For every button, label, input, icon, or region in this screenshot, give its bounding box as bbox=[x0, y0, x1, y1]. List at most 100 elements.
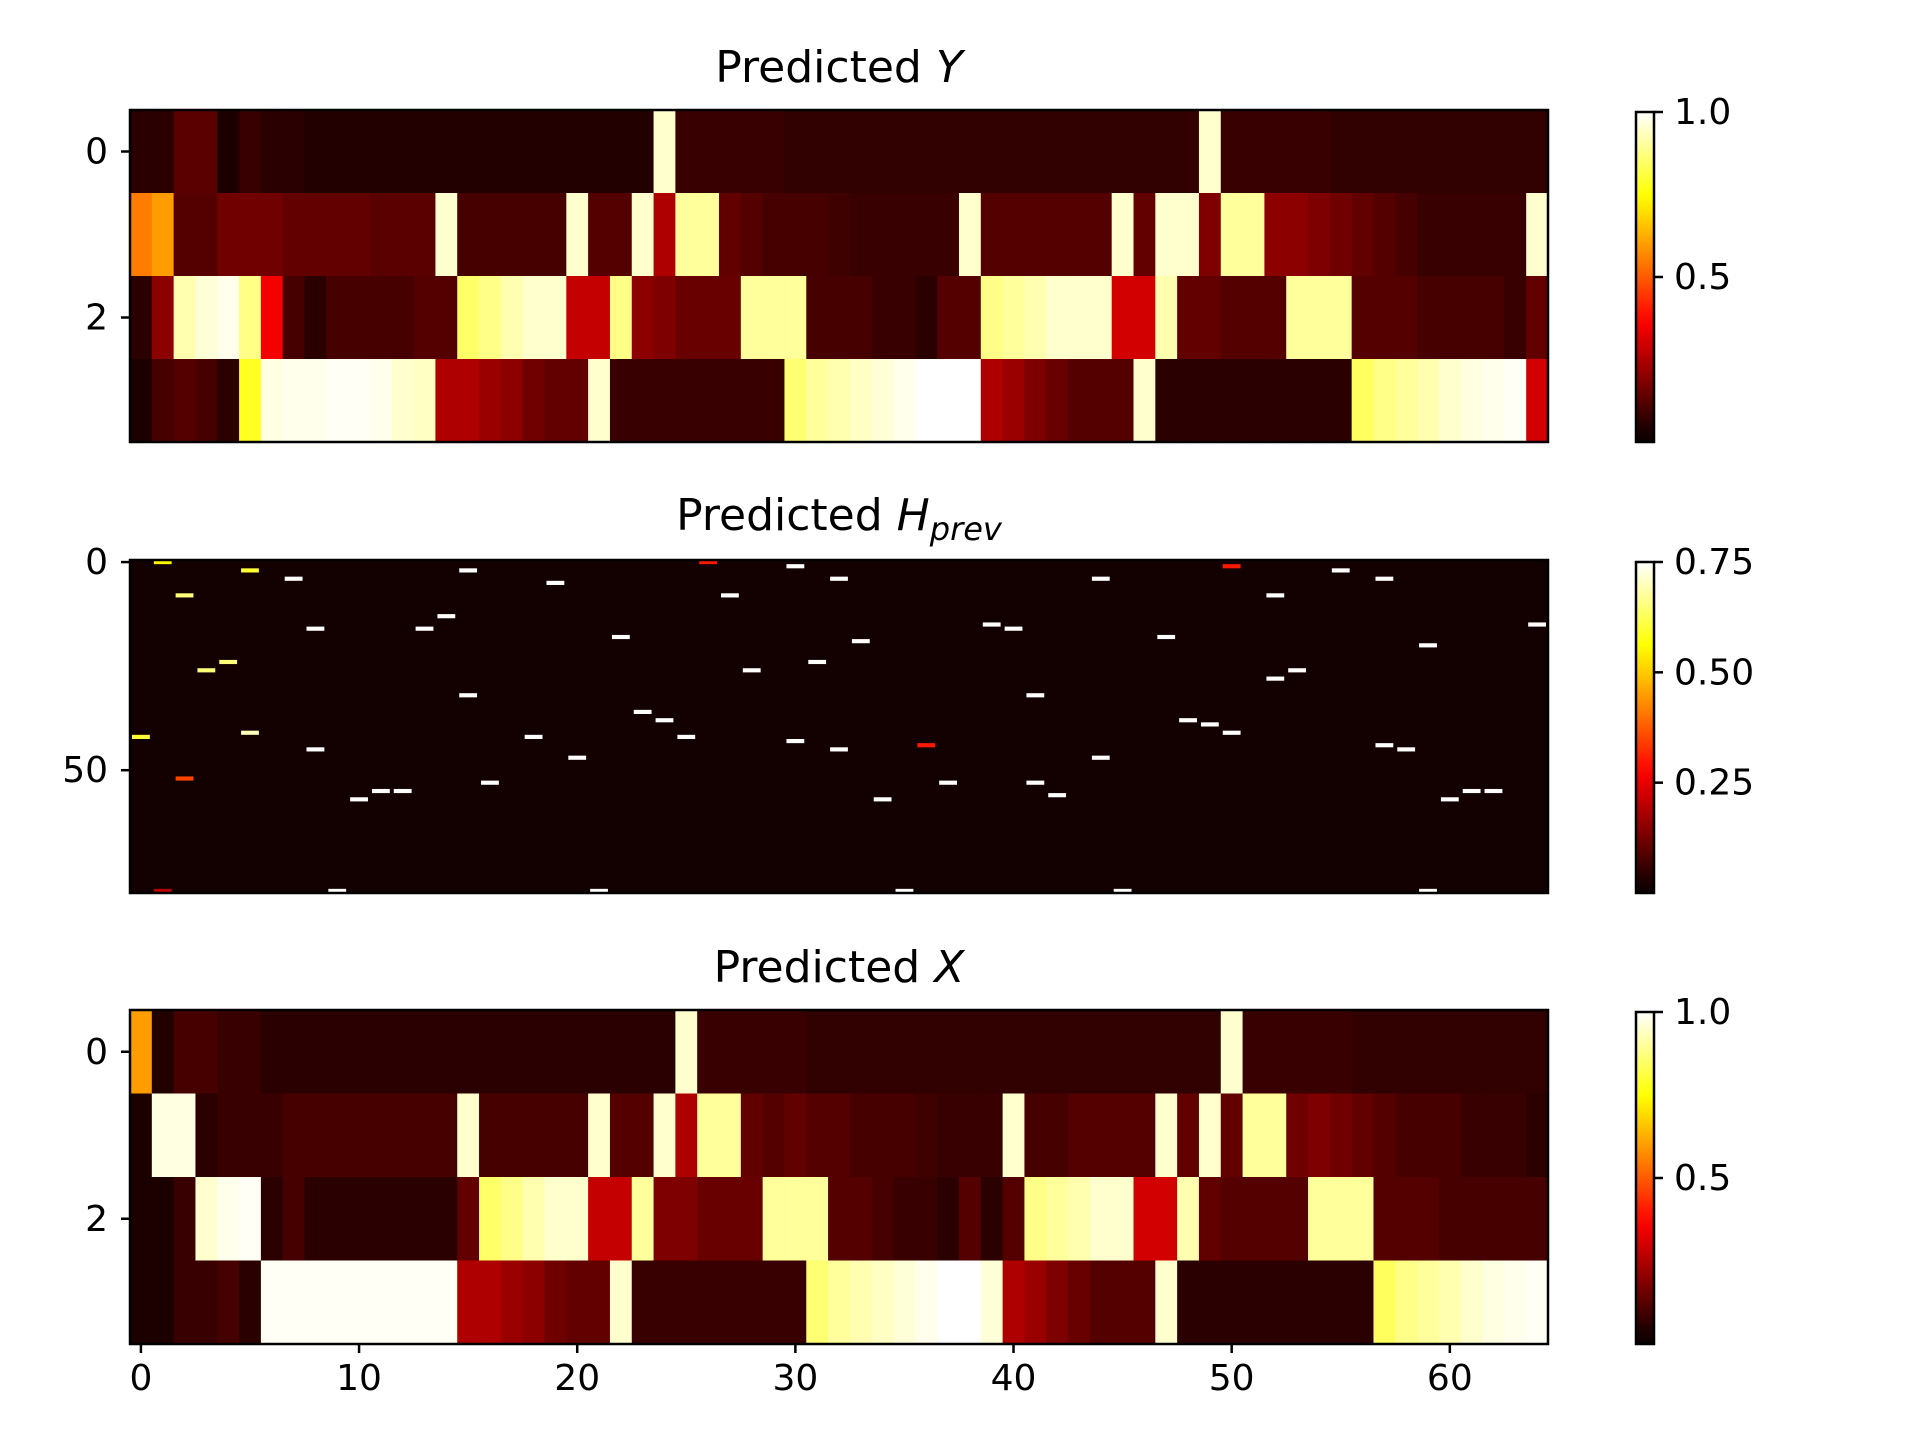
heatmap-cell bbox=[1220, 193, 1244, 277]
heatmap-cell bbox=[784, 110, 807, 194]
heatmap-cell bbox=[566, 193, 589, 277]
heatmap-cell bbox=[457, 193, 480, 277]
heatmap-cell bbox=[1089, 1093, 1113, 1178]
heatmap-cell bbox=[784, 193, 807, 277]
heatmap-cell bbox=[1155, 1260, 1178, 1345]
heatmap-cell bbox=[958, 193, 982, 277]
heatmap-cell bbox=[1286, 1260, 1309, 1345]
heatmap-cell bbox=[1133, 359, 1156, 443]
heatmap-cell bbox=[130, 1010, 153, 1095]
heatmap-cell bbox=[413, 193, 437, 277]
heatmap-cell bbox=[740, 193, 764, 277]
heatmap-cell bbox=[369, 276, 393, 360]
heatmap-cell bbox=[806, 1093, 829, 1178]
x-tick-label: 60 bbox=[1427, 1358, 1473, 1399]
heatmap-cell bbox=[1155, 276, 1178, 360]
heatmap-cell bbox=[958, 1260, 982, 1345]
heatmap-cell bbox=[304, 1177, 327, 1262]
heatmap-cell bbox=[566, 1177, 589, 1262]
heatmap-cell bbox=[1526, 1093, 1549, 1178]
heatmap-cell bbox=[1460, 110, 1484, 194]
heatmap-cell bbox=[217, 359, 240, 443]
heatmap-cell bbox=[1046, 193, 1069, 277]
heatmap-cell bbox=[1242, 1010, 1265, 1095]
heatmap-cell bbox=[435, 1177, 458, 1262]
heatmap-cell bbox=[1002, 1010, 1026, 1095]
heatmap-cell bbox=[435, 110, 458, 194]
heatmap-cell bbox=[828, 1260, 851, 1345]
heatmap-cell bbox=[1133, 1093, 1156, 1178]
heatmap-cell bbox=[1024, 1177, 1047, 1262]
heatmap-cell bbox=[522, 359, 546, 443]
heatmap-cell bbox=[1526, 1010, 1549, 1095]
heatmap-cell bbox=[786, 564, 805, 569]
heatmap-cell bbox=[544, 110, 567, 194]
heatmap-cell bbox=[1331, 568, 1350, 573]
heatmap-cell bbox=[1155, 1093, 1178, 1178]
heatmap-cell bbox=[719, 1177, 742, 1262]
heatmap-cell bbox=[1419, 888, 1437, 893]
heatmap-cell bbox=[195, 110, 218, 194]
heatmap-cell bbox=[893, 359, 916, 443]
heatmap-cell bbox=[1351, 359, 1375, 443]
heatmap-cell bbox=[1155, 110, 1178, 194]
heatmap-cell bbox=[1528, 622, 1546, 627]
heatmap-cell bbox=[457, 1010, 480, 1095]
heatmap-cell bbox=[1046, 1093, 1069, 1178]
heatmap-cell bbox=[239, 276, 262, 360]
heatmap-cell bbox=[1417, 1010, 1440, 1095]
heatmap-cell bbox=[306, 747, 325, 752]
heatmap-cell bbox=[195, 276, 218, 360]
y-tick-label: 0 bbox=[85, 542, 108, 583]
heatmap-cell bbox=[130, 110, 153, 194]
heatmap-cell bbox=[1329, 359, 1353, 443]
heatmap-background bbox=[130, 560, 1548, 893]
heatmap-cell bbox=[740, 110, 764, 194]
heatmap-cell bbox=[544, 1093, 567, 1178]
heatmap-cell bbox=[1264, 1010, 1287, 1095]
heatmap-cell bbox=[282, 1260, 306, 1345]
heatmap-cell bbox=[871, 110, 895, 194]
heatmap-cell bbox=[1024, 1093, 1047, 1178]
heatmap-cell bbox=[1089, 276, 1113, 360]
heatmap-cell bbox=[631, 110, 655, 194]
heatmap-cell bbox=[1111, 1093, 1135, 1178]
heatmap-cell bbox=[239, 1177, 262, 1262]
heatmap-cell bbox=[609, 1010, 633, 1095]
heatmap-cell bbox=[1286, 1177, 1309, 1262]
heatmap-cell bbox=[873, 797, 892, 802]
heatmap-cell bbox=[173, 110, 197, 194]
heatmap-cell bbox=[1198, 110, 1222, 194]
heatmap-cell bbox=[173, 1093, 197, 1178]
heatmap-cell bbox=[522, 1010, 546, 1095]
heatmap-cell bbox=[282, 1177, 306, 1262]
heatmap-cell bbox=[588, 1093, 611, 1178]
heatmap-cell bbox=[939, 780, 957, 785]
heatmap-cell bbox=[130, 1093, 153, 1178]
heatmap-cell bbox=[1308, 359, 1331, 443]
heatmap-cell bbox=[893, 193, 916, 277]
heatmap-cell bbox=[1177, 1093, 1200, 1178]
heatmap-cell bbox=[348, 193, 371, 277]
heatmap-cell bbox=[915, 1010, 938, 1095]
heatmap-cell bbox=[479, 110, 502, 194]
heatmap-cell bbox=[609, 276, 633, 360]
heatmap-cell bbox=[588, 193, 611, 277]
heatmap-cell bbox=[1462, 788, 1481, 794]
heatmap-cell bbox=[1198, 1093, 1222, 1178]
heatmap-cell bbox=[806, 1177, 829, 1262]
heatmap-cell bbox=[151, 1177, 175, 1262]
heatmap-cell bbox=[1504, 1260, 1527, 1345]
heatmap-cell bbox=[828, 1093, 851, 1178]
colorbar-tick-label: 0.5 bbox=[1674, 257, 1731, 298]
heatmap-cell bbox=[1438, 110, 1462, 194]
heatmap-cell bbox=[1308, 1260, 1331, 1345]
heatmap-cell bbox=[435, 1010, 458, 1095]
heatmap-cell bbox=[326, 276, 349, 360]
heatmap-cell bbox=[260, 1010, 284, 1095]
heatmap-cell bbox=[151, 1093, 175, 1178]
heatmap-cell bbox=[348, 110, 371, 194]
heatmap-cell bbox=[1395, 110, 1418, 194]
heatmap-cell bbox=[479, 1260, 502, 1345]
heatmap-cell bbox=[1089, 1177, 1113, 1262]
